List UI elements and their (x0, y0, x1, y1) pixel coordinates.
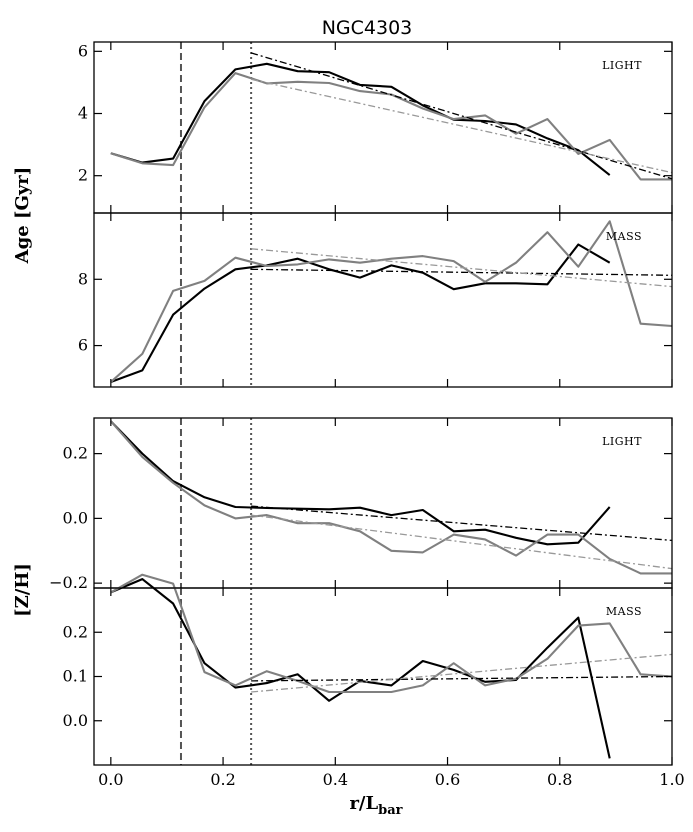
y-tick-label-1-0: 6 (78, 336, 88, 355)
y-axis-label-zh: [Z/H] (12, 563, 33, 617)
x-tick-label-0: 0.0 (98, 770, 123, 789)
y-tick-label-0-1: 4 (78, 104, 88, 123)
y-tick-label-3-1: 0.1 (63, 667, 88, 686)
y-tick-label-3-0: 0.0 (63, 711, 88, 730)
panel-tag-0: LIGHT (602, 59, 642, 72)
x-tick-label-5: 1.0 (659, 770, 684, 789)
series-line-3-2 (251, 675, 673, 682)
y-axis-label-age: Age [Gyr] (12, 167, 33, 265)
x-tick-label-3: 0.6 (435, 770, 460, 789)
y-tick-label-0-2: 6 (78, 41, 88, 60)
x-tick-label-2: 0.4 (323, 770, 348, 789)
series-line-1-2 (251, 268, 673, 276)
series-line-0-1 (110, 72, 672, 181)
panel-frame-1 (93, 212, 673, 388)
x-tick-label-4: 0.8 (547, 770, 572, 789)
series-line-2-0 (110, 420, 611, 546)
series-line-0-0 (110, 62, 611, 176)
series-line-1-3 (251, 248, 673, 288)
series-line-1-0 (110, 243, 611, 383)
y-tick-label-0-0: 2 (78, 166, 88, 185)
y-tick-label-2-2: 0.2 (63, 444, 88, 463)
panel-tag-1: MASS (606, 230, 642, 243)
y-tick-label-2-1: 0.0 (63, 508, 88, 527)
y-tick-label-3-2: 0.2 (63, 622, 88, 641)
panel-tag-3: MASS (606, 605, 642, 618)
series-line-2-2 (251, 505, 673, 542)
panel-tag-2: LIGHT (602, 435, 642, 448)
chart-title: NGC4303 (322, 17, 413, 39)
series-line-2-3 (251, 514, 673, 570)
series-line-2-1 (110, 420, 672, 575)
series-line-1-1 (110, 220, 673, 383)
series-line-0-3 (250, 78, 673, 174)
x-tick-label-1: 0.2 (210, 770, 235, 789)
series-line-3-3 (251, 653, 673, 693)
series-line-3-1 (110, 573, 673, 694)
series-line-3-0 (110, 578, 611, 759)
y-tick-label-2-0: −0.2 (49, 573, 88, 592)
x-axis-label: r/Lbar (349, 793, 402, 818)
y-tick-label-1-1: 8 (78, 269, 88, 288)
series-line-0-2 (250, 52, 673, 180)
